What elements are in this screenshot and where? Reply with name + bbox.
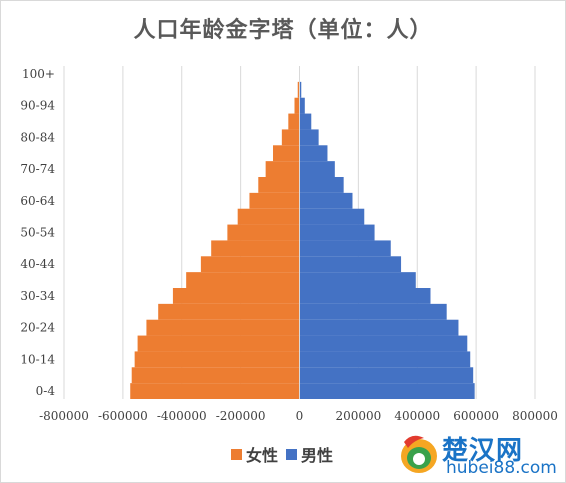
- bar-female-90-94: [294, 97, 300, 114]
- bar-male-10-14: [299, 351, 471, 368]
- watermark-brand: 楚汉网: [442, 436, 524, 466]
- legend-label-male: 男性: [301, 446, 334, 465]
- watermark-url: hubei88.com: [446, 458, 557, 478]
- legend: 女性 男性: [231, 442, 341, 466]
- bar-male-5-9: [299, 367, 474, 384]
- watermark: 楚汉网 hubei88.com: [398, 430, 563, 480]
- bar-male-30-34: [299, 288, 431, 304]
- bar-male-20-24: [299, 319, 459, 336]
- x-tick-label: -400000: [157, 409, 207, 423]
- watermark-logo-icon: [401, 435, 437, 473]
- x-tick-label: -200000: [216, 409, 266, 423]
- legend-item-female: 女性: [231, 442, 278, 466]
- legend-swatch-female: [231, 448, 242, 460]
- y-tick-label: 60-64: [20, 194, 55, 208]
- bar-male-65-69: [299, 177, 344, 193]
- bar-male-70-74: [299, 161, 335, 177]
- y-tick-label: 100+: [22, 67, 55, 81]
- bar-female-45-49: [211, 240, 300, 257]
- bar-male-85-89: [299, 113, 312, 130]
- bar-male-60-64: [299, 192, 353, 209]
- legend-label-female: 女性: [246, 446, 279, 465]
- bar-female-50-54: [227, 224, 300, 241]
- bar-male-40-44: [299, 256, 402, 273]
- bar-female-95-99: [297, 81, 300, 98]
- bar-female-65-69: [258, 177, 300, 193]
- y-tick-label: 20-24: [20, 321, 55, 335]
- x-tick-label: 400000: [394, 409, 440, 423]
- y-tick-label: 70-74: [20, 162, 55, 176]
- x-tick-label: 600000: [453, 409, 499, 423]
- bar-male-75-79: [299, 145, 328, 162]
- bar-male-55-59: [299, 208, 365, 225]
- bar-female-75-79: [273, 145, 300, 162]
- x-tick-labels: -800000 -600000 -400000 -200000 0 200000 40000…: [39, 409, 558, 423]
- y-tick-label: 10-14: [20, 352, 55, 366]
- legend-swatch-male: [286, 448, 298, 460]
- x-tick-label: 800000: [512, 409, 558, 423]
- bars: [130, 66, 475, 399]
- bar-female-30-34: [172, 288, 300, 304]
- bar-male-90-94: [299, 97, 305, 114]
- y-tick-label: 30-34: [20, 289, 55, 303]
- x-tick-label: -800000: [39, 409, 89, 423]
- bar-female-55-59: [237, 208, 300, 225]
- bar-male-80-84: [299, 129, 319, 146]
- bar-female-35-39: [186, 272, 300, 288]
- bar-female-70-74: [265, 161, 300, 177]
- bar-female-0-4: [130, 383, 300, 399]
- bar-female-20-24: [146, 319, 300, 336]
- bar-female-25-29: [158, 303, 300, 320]
- bar-male-50-54: [299, 224, 375, 241]
- x-tick-label: 0: [296, 409, 304, 423]
- y-tick-label: 0-4: [36, 384, 56, 398]
- bar-male-35-39: [299, 272, 416, 288]
- bar-male-95-99: [299, 81, 302, 98]
- bar-female-10-14: [134, 351, 300, 368]
- bar-male-25-29: [299, 303, 447, 320]
- y-tick-label: 40-44: [20, 257, 55, 271]
- bar-male-45-49: [299, 240, 391, 257]
- x-tick-label: -600000: [98, 409, 148, 423]
- y-tick-label: 90-94: [20, 99, 55, 113]
- x-tick-label: 200000: [335, 409, 381, 423]
- bar-male-15-19: [299, 335, 468, 352]
- chart-title: 人口年龄金字塔（单位：人）: [133, 17, 433, 43]
- bar-female-40-44: [200, 256, 300, 273]
- bar-female-60-64: [249, 192, 300, 209]
- bar-female-15-19: [137, 335, 300, 352]
- bar-male-0-4: [299, 383, 475, 399]
- bar-female-85-89: [288, 113, 300, 130]
- legend-item-male: 男性: [286, 442, 333, 466]
- y-tick-label: 80-84: [20, 130, 55, 144]
- y-tick-labels: 0-4 10-14 20-24 30-34 40-44 50-54 60-64 70-74 80…: [20, 67, 55, 398]
- y-tick-label: 50-54: [20, 226, 55, 240]
- bar-female-80-84: [281, 129, 300, 146]
- bar-female-5-9: [131, 367, 300, 384]
